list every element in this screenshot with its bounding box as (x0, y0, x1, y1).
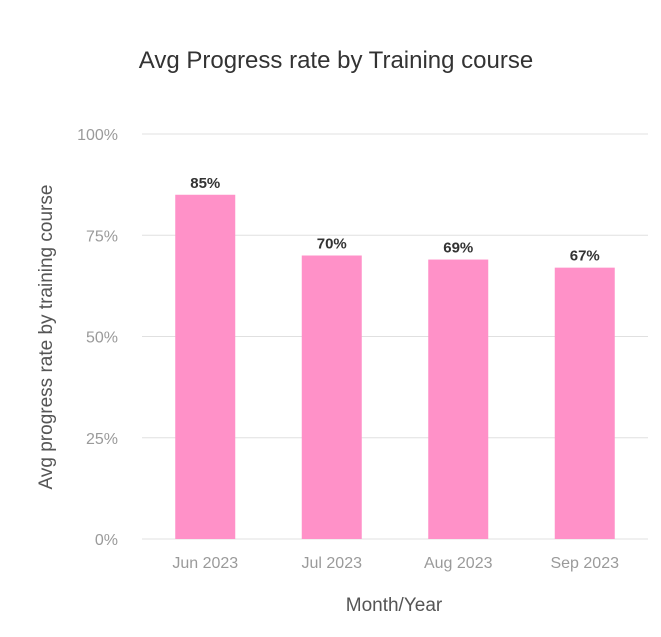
x-tick-label: Jun 2023 (172, 555, 238, 572)
data-labels: 85% 70% 69% 67% (190, 175, 600, 265)
bar (428, 259, 489, 539)
y-tick-label: 50% (86, 330, 118, 347)
x-axis-title: Month/Year (346, 595, 443, 616)
bar (175, 194, 236, 539)
x-axis-ticks: Jun 2023 Jul 2023 Aug 2023 Sep 2023 (172, 555, 619, 572)
chart-title: Avg Progress rate by Training course (139, 47, 533, 74)
bar (554, 267, 615, 539)
y-axis-title: Avg progress rate by training course (36, 185, 57, 490)
x-tick-label: Sep 2023 (550, 555, 619, 572)
bars (175, 194, 615, 539)
x-tick-label: Jul 2023 (302, 555, 363, 572)
x-tick-label: Aug 2023 (424, 555, 493, 572)
data-label: 70% (317, 236, 347, 253)
y-tick-label: 100% (77, 127, 118, 144)
data-label: 85% (190, 175, 220, 192)
data-label: 69% (443, 240, 473, 257)
data-label: 67% (570, 248, 600, 265)
y-tick-label: 25% (86, 431, 118, 448)
y-tick-label: 0% (95, 532, 118, 549)
y-tick-label: 75% (86, 228, 118, 245)
y-axis-ticks: 0% 25% 50% 75% 100% (77, 127, 118, 549)
bar (301, 255, 362, 539)
